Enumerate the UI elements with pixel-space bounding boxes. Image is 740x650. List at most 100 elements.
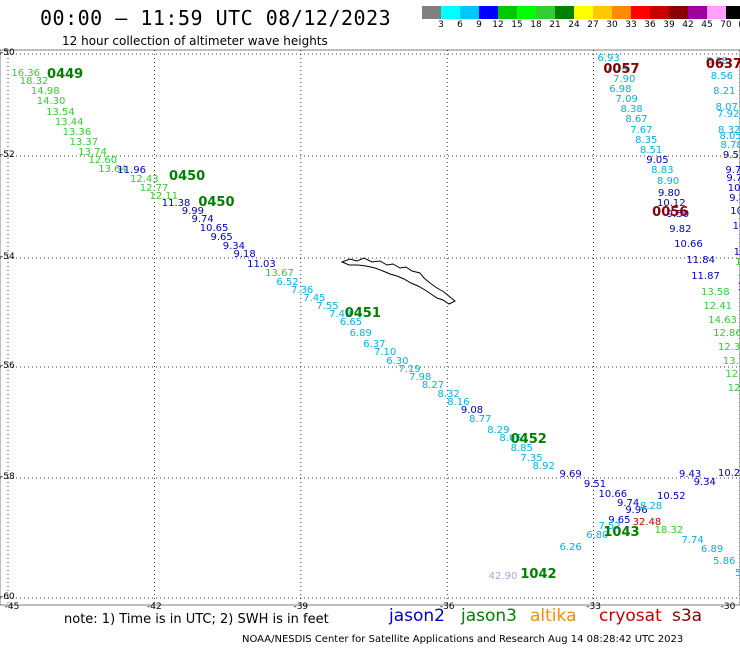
scale-label: 39 <box>663 20 675 30</box>
scale-swatch <box>555 6 574 19</box>
scale-label: 21 <box>549 20 561 30</box>
wave-height-value: 5.12 <box>735 568 740 579</box>
wave-height-value: 32.48 <box>632 517 662 528</box>
lat-label: -54 <box>0 252 15 262</box>
wave-height-value: 12.80 <box>739 293 740 304</box>
scale-swatch <box>612 6 631 19</box>
wave-height-value: 7.74 <box>681 535 704 546</box>
wave-height-value: 8.78 <box>720 139 740 151</box>
lat-label: -60 <box>0 592 15 602</box>
scale-label: 30 <box>606 20 618 30</box>
wave-height-value: 7.19 <box>398 363 421 375</box>
pass-time-label: 0056 <box>652 205 689 221</box>
wave-height-value: 9.18 <box>233 249 256 261</box>
wave-height-value: 9.65 <box>608 515 631 527</box>
wave-height-value: 6.89 <box>700 544 724 555</box>
wave-height-value: 13.54 <box>46 106 75 118</box>
wave-height-value: 10.73 <box>727 183 740 195</box>
wave-height-value: 6.93 <box>597 53 620 65</box>
scale-swatch <box>707 6 726 19</box>
wave-height-value: 6.37 <box>363 339 386 351</box>
wave-height-value: 12.43 <box>130 174 159 186</box>
wave-height-value: 9.50 <box>666 208 690 220</box>
wave-height-value: 7.98 <box>409 372 432 384</box>
scale-swatch <box>422 6 441 19</box>
lon-label: -33 <box>586 602 601 612</box>
wave-height-value: 7.49 <box>329 309 352 321</box>
scale-label: 36 <box>644 20 656 30</box>
wave-height-value: 13.36 <box>62 127 92 139</box>
wave-height-value: 8.28 <box>639 500 663 512</box>
wave-height-value: 8.38 <box>620 104 643 116</box>
page-title: 00:00 — 11:59 UTC 08/12/2023 <box>40 6 392 30</box>
footer-credit: NOAA/NESDIS Center for Satellite Applica… <box>242 634 684 645</box>
page-subtitle: 12 hour collection of altimeter wave hei… <box>62 34 328 48</box>
scale-label: 9 <box>476 20 482 30</box>
wave-height-value: 10.24 <box>718 467 740 479</box>
wave-height-value: 13.44 <box>54 116 84 128</box>
wave-height-value: 8.88 <box>705 55 729 67</box>
scale-swatch <box>460 6 479 19</box>
scale-swatch <box>441 6 460 19</box>
wave-height-value: 8.32 <box>437 388 460 400</box>
wave-height-value: 12.70 <box>738 274 740 285</box>
scale-label: 24 <box>568 20 580 30</box>
scale-label: 42 <box>682 20 694 30</box>
wave-height-value: 7.52 <box>598 521 621 533</box>
wave-height-value: 12.11 <box>149 190 179 202</box>
wave-height-value: 6.98 <box>609 83 632 95</box>
wave-height-value: 14.63 <box>708 314 737 326</box>
wave-height-value: 9.74 <box>617 497 640 509</box>
wave-height-value: 8.35 <box>635 134 658 146</box>
wave-height-value: 10.66 <box>674 239 703 251</box>
satellite-legend-jason2: jason2 <box>389 606 445 626</box>
wave-height-value: 8.27 <box>421 380 445 392</box>
wave-height-value: 9.05 <box>646 155 669 167</box>
scale-label: 6 <box>457 20 463 30</box>
wave-height-value: 9.51 <box>583 479 607 491</box>
wave-height-value: 7.09 <box>615 93 638 105</box>
wave-height-value: 13.67 <box>265 268 294 280</box>
wave-height-value: 8.29 <box>487 424 510 436</box>
wave-height-value: 8.83 <box>651 165 674 177</box>
lat-lon-grid <box>0 50 740 605</box>
wave-height-value: 7.35 <box>520 452 543 464</box>
wave-height-value: 14.30 <box>36 96 66 108</box>
pass-time-label: 0452 <box>510 432 547 448</box>
wave-height-value: 10.34 <box>732 221 740 233</box>
lon-label: -39 <box>293 602 309 612</box>
scale-swatch <box>517 6 536 19</box>
wave-height-value: 9.69 <box>559 469 582 481</box>
wave-height-value: 11.87 <box>691 271 720 283</box>
wave-height-value: 13.58 <box>700 287 730 299</box>
scale-label: 33 <box>625 20 637 30</box>
pass-time-label: 0451 <box>344 305 381 321</box>
scale-label: 3 <box>438 20 444 30</box>
wave-height-value: 8.51 <box>639 144 663 156</box>
wave-height-value: 5.86 <box>713 556 736 567</box>
scale-label: (ft) <box>738 20 740 30</box>
wave-height-value: 10.12 <box>657 198 686 210</box>
wave-height-value: 9.34 <box>693 476 716 488</box>
satellite-legend-cryosat: cryosat <box>599 606 662 626</box>
wave-height-value: 9.34 <box>222 240 245 252</box>
wave-height-value: 11.03 <box>247 258 276 270</box>
lat-label: -58 <box>0 472 15 482</box>
wave-height-value: 6.30 <box>386 355 409 367</box>
satellite-legend-s3a: s3a <box>672 606 703 626</box>
wave-height-value: 7.92 <box>717 109 740 121</box>
scale-label: 70 <box>720 20 732 30</box>
pass-time-label: 1043 <box>603 525 640 540</box>
pass-time-label: 0057 <box>603 62 640 78</box>
wave-height-value: 7.10 <box>374 347 397 359</box>
wave-height-value: 8.85 <box>510 443 533 455</box>
wave-height-value: 7.36 <box>291 284 314 296</box>
scale-label: 18 <box>530 20 542 30</box>
wave-height-value: 7.90 <box>613 73 636 85</box>
wave-height-value: 12.77 <box>139 183 169 195</box>
scale-swatch <box>669 6 688 19</box>
scale-swatch <box>688 6 707 19</box>
wave-height-value: 7.67 <box>630 124 653 136</box>
wave-height-value: 14.98 <box>30 86 60 98</box>
